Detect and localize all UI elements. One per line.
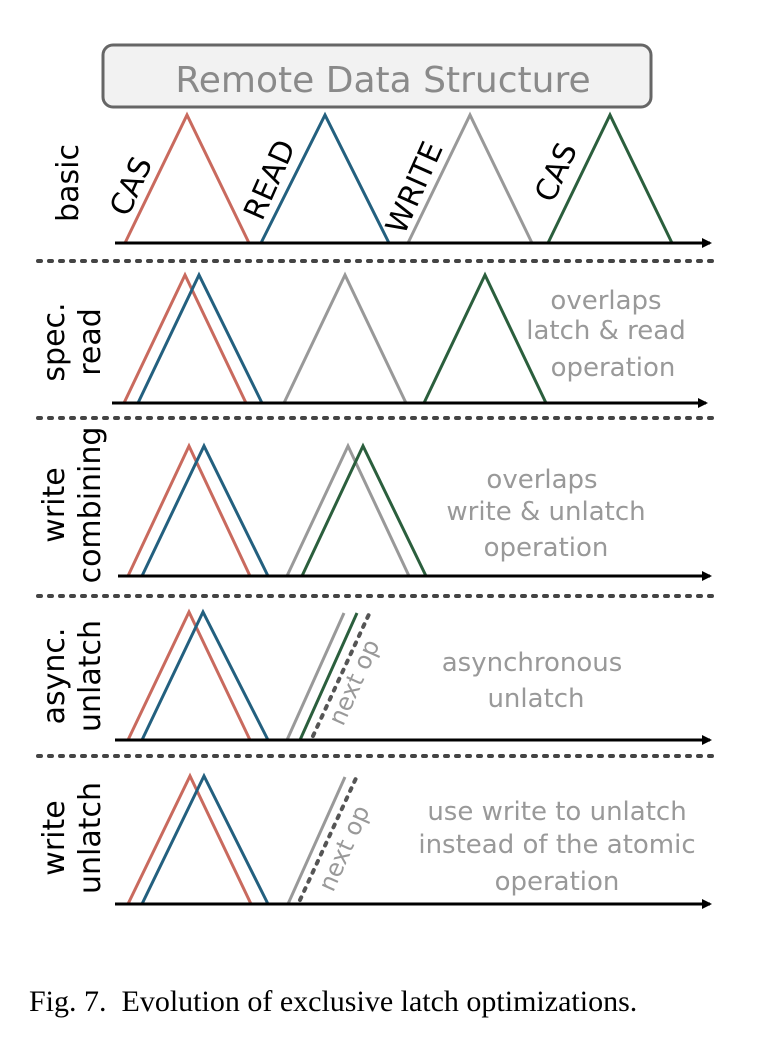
read-triangle (140, 772, 270, 905)
note-line-1: use write to unlatch (427, 797, 686, 827)
row-write-combining: write combining overlaps write & unlatch… (37, 427, 712, 584)
next-op-label: next op (313, 801, 375, 895)
note-line-3: operation (495, 867, 620, 897)
read-triangle (136, 271, 264, 404)
write-triangle (406, 111, 534, 244)
unlatch-line (298, 612, 359, 741)
row-label-line-2: combining (73, 427, 108, 584)
note-line-3: operation (551, 353, 676, 383)
read-triangle (259, 111, 391, 244)
row-spec-read: spec. read overlaps latch & read operati… (37, 271, 708, 408)
row-async-unlatch: async. unlatch next op asynchronous unla… (37, 608, 712, 745)
row-basic: basic CAS READ WRITE CAS (51, 111, 712, 248)
unlatch-triangle (300, 442, 428, 577)
note-line-1: overlaps (550, 286, 661, 316)
unlatch-cas-triangle (422, 271, 548, 404)
row-label-line-1: async. (37, 628, 72, 725)
header-title: Remote Data Structure (175, 60, 590, 101)
note-line-2: write & unlatch (446, 497, 645, 527)
unlatch-cas-triangle (546, 111, 674, 244)
next-op-dotted-line (298, 774, 359, 902)
header-box (101, 43, 653, 109)
cas-triangle (126, 442, 252, 577)
row-label-basic: basic (51, 144, 86, 222)
note-line-2: unlatch (487, 684, 584, 714)
row-label-line-1: spec. (37, 302, 72, 381)
cas-triangle (126, 772, 253, 905)
cas-triangle (123, 111, 251, 244)
row-label-line-2: read (73, 308, 108, 376)
row-label-line-1: write (37, 800, 72, 875)
note-line-2: instead of the atomic (418, 830, 695, 860)
write-triangle (282, 271, 408, 404)
op-label-write: WRITE (379, 137, 450, 240)
note-line-2: latch & read (526, 316, 685, 346)
note-line-3: operation (484, 533, 609, 563)
cas-triangle (122, 271, 248, 404)
cas-triangle (126, 608, 252, 741)
row-write-unlatch: write unlatch next op use write to unlat… (37, 772, 712, 909)
row-label-line-2: unlatch (73, 782, 108, 894)
row-label-line-2: unlatch (73, 620, 108, 732)
next-op-dotted-line (311, 610, 372, 738)
note-line-1: asynchronous (442, 648, 623, 678)
op-label-cas-2: CAS (528, 138, 585, 208)
figure-caption: Fig. 7. Evolution of exclusive latch opt… (29, 985, 637, 1018)
note-line-1: overlaps (486, 465, 597, 495)
row-label-line-1: write (37, 467, 72, 542)
next-op-label: next op (323, 635, 385, 729)
write-triangle (285, 442, 411, 577)
read-triangle (140, 442, 270, 577)
read-triangle (140, 608, 270, 741)
write-line (285, 612, 346, 741)
write-line (286, 776, 347, 905)
